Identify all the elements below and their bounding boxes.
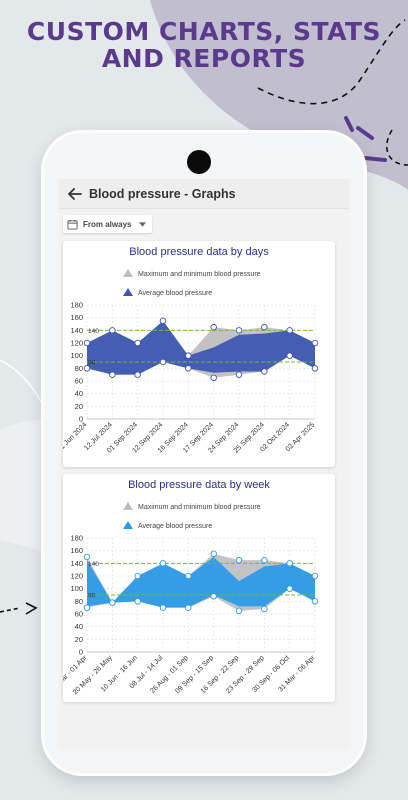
days-min-point-9: [311, 365, 319, 372]
week-max-point-3: [159, 560, 167, 567]
chart-card-days: Blood pressure data by days Maximum and m…: [63, 241, 335, 467]
days-average-area: [87, 320, 315, 375]
week-min-point-9: [311, 598, 319, 605]
days-max-point-7: [261, 323, 268, 331]
date-range-label: From always: [83, 219, 132, 229]
days-min-point-6: [235, 371, 243, 378]
days-min-point-8: [286, 352, 293, 359]
week-max-point-4: [185, 572, 192, 580]
date-range-filter[interactable]: From always: [63, 215, 153, 233]
days-y-tick-label: 160: [70, 313, 83, 322]
week-legend-label-0: Maximum and minimum blood pressure: [138, 504, 261, 511]
week-max-point-2: [134, 572, 141, 580]
week-threshold-label-90: 90: [88, 593, 96, 600]
days-min-point-4: [185, 365, 192, 372]
days-y-tick-label: 60: [75, 377, 83, 386]
chevron-down-icon: [139, 221, 147, 227]
week-y-tick-label: 180: [70, 534, 83, 543]
days-min-point-3: [159, 358, 167, 366]
week-legend-swatch-1: [123, 521, 133, 529]
chart-week: Blood pressure data by week Maximum and m…: [63, 479, 319, 696]
promo-headline: CUSTOM CHARTS, STATS AND REPORTS: [0, 18, 408, 72]
week-max-point-0: [83, 553, 91, 561]
chart-days: Blood pressure data by days Maximum and m…: [63, 246, 319, 454]
days-y-tick-label: 140: [70, 326, 83, 335]
app-bar: Blood pressure - Graphs: [59, 179, 349, 209]
week-title: Blood pressure data by week: [128, 479, 270, 491]
week-legend-swatch-0: [123, 502, 133, 510]
days-title: Blood pressure data by days: [129, 246, 269, 258]
days-y-tick-label: 120: [70, 339, 83, 348]
days-y-tick-label: 20: [75, 402, 83, 411]
days-min-point-5: [210, 374, 217, 382]
days-max-point-0: [83, 339, 91, 347]
chart-card-week: Blood pressure data by week Maximum and m…: [63, 474, 335, 702]
week-min-point-8: [286, 585, 293, 592]
week-min-point-2: [134, 598, 141, 605]
days-y-tick-label: 180: [70, 301, 83, 310]
week-legend-label-1: Average blood pressure: [138, 523, 212, 530]
days-max-point-1: [109, 327, 116, 334]
days-max-point-4: [185, 352, 192, 359]
page-title: Blood pressure - Graphs: [89, 186, 236, 201]
days-y-tick-label: 80: [75, 364, 83, 373]
week-y-tick-label: 20: [75, 635, 83, 644]
days-max-point-8: [286, 327, 293, 334]
days-y-tick-label: 100: [70, 351, 83, 360]
days-legend-swatch-0: [123, 269, 133, 277]
calendar-icon: [67, 219, 78, 230]
promo-headline-line2: AND REPORTS: [101, 44, 307, 73]
days-max-point-5: [210, 323, 217, 331]
days-max-point-3: [159, 317, 167, 325]
days-y-tick-label: 0: [79, 415, 83, 424]
week-y-tick-label: 100: [70, 584, 83, 593]
week-y-tick-label: 0: [79, 648, 83, 657]
days-threshold-label-140: 140: [88, 328, 99, 335]
week-min-point-0: [83, 604, 91, 611]
week-y-tick-label: 140: [70, 559, 83, 568]
app-screen: Blood pressure - Graphs From always Bloo…: [59, 179, 349, 749]
days-legend-label-0: Maximum and minimum blood pressure: [138, 271, 261, 278]
days-legend-label-1: Average blood pressure: [138, 290, 212, 297]
week-min-point-1: [109, 599, 116, 606]
days-y-tick-label: 40: [75, 389, 83, 398]
week-min-point-7: [261, 605, 268, 613]
week-min-point-5: [210, 593, 217, 600]
week-threshold-label-140: 140: [88, 561, 99, 568]
week-min-point-3: [159, 604, 167, 611]
week-y-tick-label: 40: [75, 622, 83, 631]
days-min-point-1: [109, 371, 116, 378]
week-y-tick-label: 80: [75, 597, 83, 606]
days-min-point-2: [134, 371, 141, 378]
week-max-point-5: [210, 550, 217, 558]
days-legend-swatch-1: [123, 288, 133, 296]
week-min-point-4: [185, 604, 192, 611]
week-max-point-7: [261, 556, 268, 564]
phone-frame: Blood pressure - Graphs From always Bloo…: [44, 133, 364, 773]
days-max-point-9: [311, 339, 319, 347]
promo-headline-line1: CUSTOM CHARTS, STATS: [26, 17, 382, 46]
camera-hole: [187, 150, 211, 174]
week-y-tick-label: 120: [70, 572, 83, 581]
week-max-point-8: [286, 560, 293, 567]
week-y-tick-label: 160: [70, 546, 83, 555]
week-max-point-9: [311, 572, 319, 580]
week-max-point-6: [235, 556, 243, 564]
days-min-point-7: [261, 368, 268, 375]
week-min-point-6: [235, 607, 243, 615]
days-min-point-0: [83, 365, 91, 372]
week-y-tick-label: 60: [75, 610, 83, 619]
week-average-area: [87, 557, 315, 608]
arrow-left-icon[interactable]: [67, 186, 83, 202]
days-max-point-2: [134, 339, 141, 347]
days-threshold-label-90: 90: [88, 360, 96, 367]
days-max-point-6: [235, 327, 243, 334]
